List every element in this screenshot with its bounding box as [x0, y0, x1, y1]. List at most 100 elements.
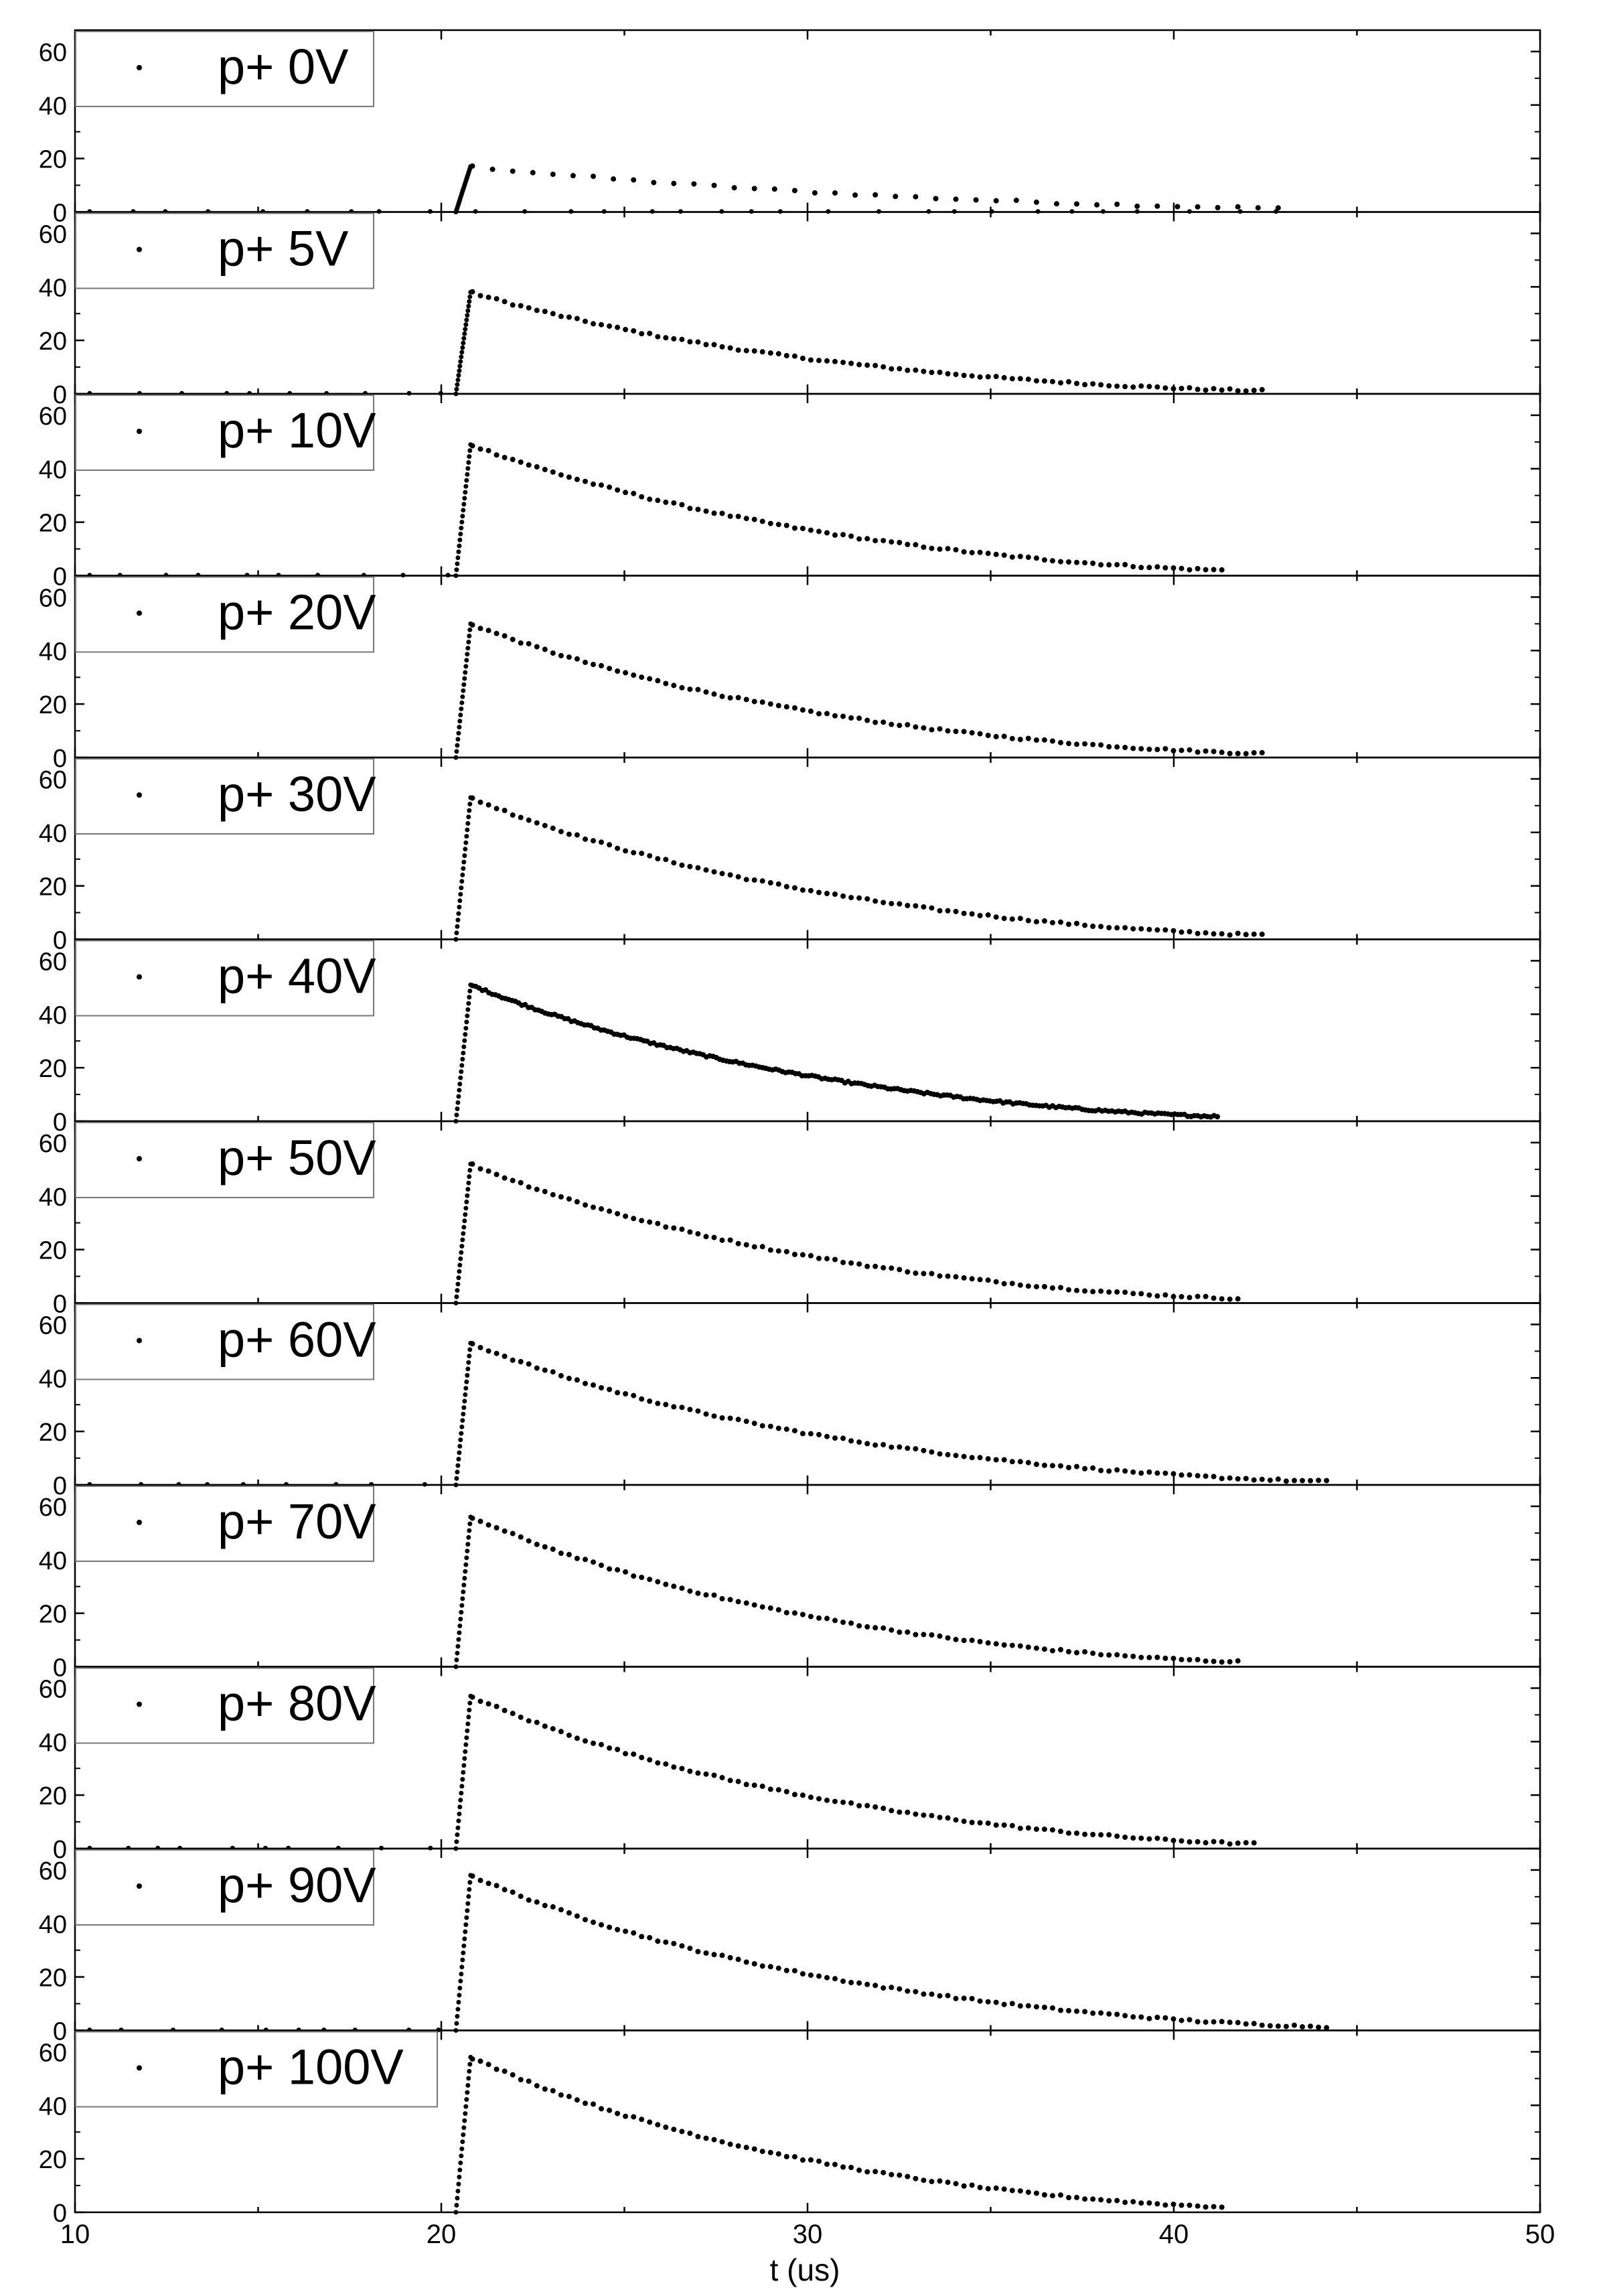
data-point	[1009, 1459, 1015, 1465]
y-tick-label: 20	[39, 1964, 67, 1993]
data-point	[816, 358, 822, 364]
legend-label: p+ 20V	[218, 585, 376, 640]
data-point	[671, 500, 677, 506]
data-point	[852, 192, 858, 198]
data-point	[799, 1971, 806, 1977]
data-point	[465, 827, 470, 833]
data-point	[1178, 2017, 1185, 2023]
data-point	[905, 1988, 911, 1994]
data-point	[1170, 1471, 1176, 1477]
data-point	[1090, 1465, 1096, 1471]
data-point	[1292, 1478, 1297, 1484]
data-point	[889, 1985, 895, 1991]
data-point	[961, 2183, 967, 2189]
data-point	[455, 377, 461, 382]
data-point	[1082, 1465, 1088, 1472]
data-point	[1114, 2198, 1120, 2204]
data-point	[727, 1237, 733, 1243]
y-tick-label: 0	[53, 563, 67, 591]
data-point	[1211, 1295, 1217, 1301]
y-tick-label: 40	[39, 92, 67, 121]
data-point	[534, 1365, 540, 1371]
data-point	[783, 2153, 789, 2159]
data-point	[599, 1922, 604, 1928]
data-point	[816, 889, 822, 895]
data-point	[856, 1623, 862, 1629]
data-point	[1162, 1292, 1168, 1298]
data-point	[489, 166, 495, 172]
data-point	[534, 644, 540, 650]
data-point	[937, 2178, 943, 2184]
data-point	[466, 1894, 471, 1899]
data-point	[897, 1629, 903, 1635]
data-point	[913, 724, 919, 730]
data-point	[1106, 2198, 1112, 2204]
data-point	[510, 1889, 516, 1895]
data-point	[889, 1265, 895, 1271]
data-point	[759, 1963, 765, 1969]
data-point	[816, 711, 822, 717]
data-point	[973, 197, 979, 203]
data-point	[459, 1424, 465, 1429]
data-point	[832, 190, 838, 196]
data-point	[518, 1179, 524, 1186]
data-point	[743, 877, 749, 883]
data-point	[1114, 562, 1120, 568]
data-point	[526, 817, 532, 823]
data-point	[647, 2119, 653, 2125]
data-point	[897, 723, 903, 729]
data-point	[1227, 386, 1233, 392]
x-tick-label: 30	[793, 2220, 823, 2249]
data-point	[1138, 2014, 1144, 2020]
data-point	[731, 185, 737, 191]
data-point	[1203, 748, 1209, 754]
data-point	[671, 1225, 677, 1231]
data-point	[945, 1815, 951, 1821]
data-point	[456, 911, 461, 916]
data-point	[1017, 916, 1023, 922]
y-tick-label: 0	[53, 1291, 67, 1319]
data-point	[759, 1784, 765, 1789]
data-point	[1049, 1463, 1055, 1469]
data-point	[461, 1050, 466, 1056]
data-point	[615, 1567, 621, 1573]
data-point	[913, 194, 919, 200]
data-point	[1211, 1474, 1217, 1480]
data-point	[1170, 928, 1176, 934]
data-point	[985, 912, 991, 918]
data-point	[465, 2090, 470, 2095]
data-point	[897, 1809, 903, 1815]
data-point	[607, 1208, 613, 1214]
data-point	[735, 1417, 741, 1423]
data-point	[485, 1701, 491, 1707]
data-point	[1074, 920, 1079, 926]
data-point	[477, 446, 483, 452]
data-point	[639, 1755, 645, 1760]
data-point	[727, 2141, 733, 2147]
data-point	[719, 693, 725, 699]
legend-box	[75, 31, 374, 107]
data-point	[465, 1007, 471, 1012]
data-point	[1033, 919, 1039, 925]
data-point	[816, 1615, 822, 1621]
data-point	[493, 2066, 500, 2072]
data-point	[1178, 2202, 1185, 2208]
data-point	[1025, 1459, 1031, 1465]
y-tick-label: 0	[53, 1836, 67, 1864]
data-point	[1187, 747, 1193, 753]
data-point	[945, 1273, 951, 1279]
data-point	[921, 904, 927, 910]
y-tick-label: 40	[39, 1001, 67, 1029]
data-point	[1219, 567, 1225, 573]
panel: 0 20 40 60 p+ 10V	[39, 392, 1541, 591]
data-point	[1074, 201, 1079, 207]
data-point	[1066, 559, 1071, 565]
data-point	[1114, 744, 1120, 750]
data-point	[469, 1161, 475, 1167]
data-point	[889, 539, 895, 545]
data-point	[953, 1453, 959, 1459]
data-point	[465, 1366, 471, 1372]
data-point	[599, 2106, 604, 2112]
data-point	[467, 989, 473, 994]
y-tick-label: 20	[39, 1055, 67, 1083]
